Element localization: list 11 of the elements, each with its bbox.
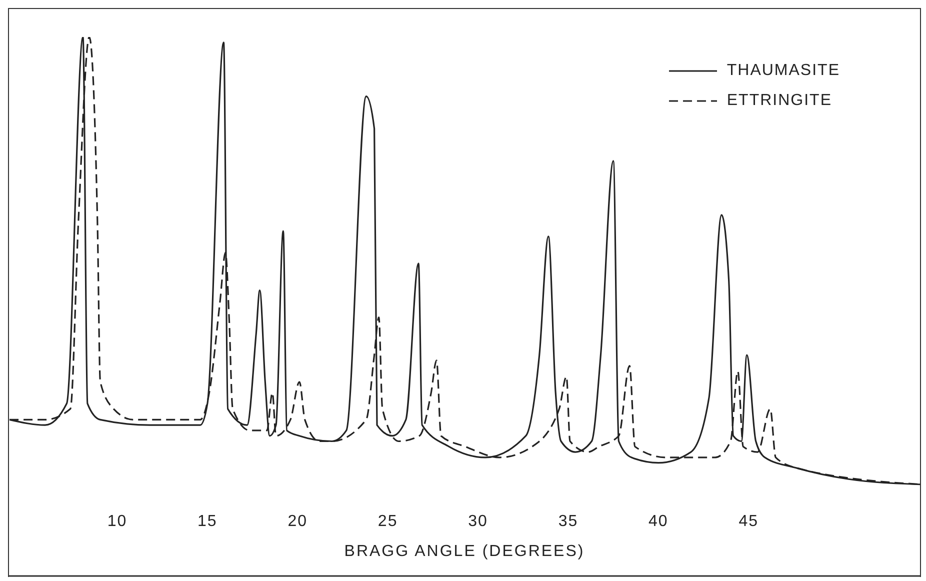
x-tick-label: 40 [648,513,668,530]
legend-label: ETTRINGITE [726,92,832,110]
x-tick-label: 25 [378,513,398,530]
x-tick-label: 10 [107,513,128,530]
x-tick-label: 15 [198,513,218,530]
x-tick-label: 20 [288,513,308,530]
x-axis-title: BRAGG ANGLE (DEGREES) [344,543,585,560]
legend-label: THAUMASITE [726,62,840,80]
x-tick-label: 35 [558,513,578,530]
x-tick-label: 45 [738,513,759,530]
x-tick-label: 30 [468,513,488,530]
